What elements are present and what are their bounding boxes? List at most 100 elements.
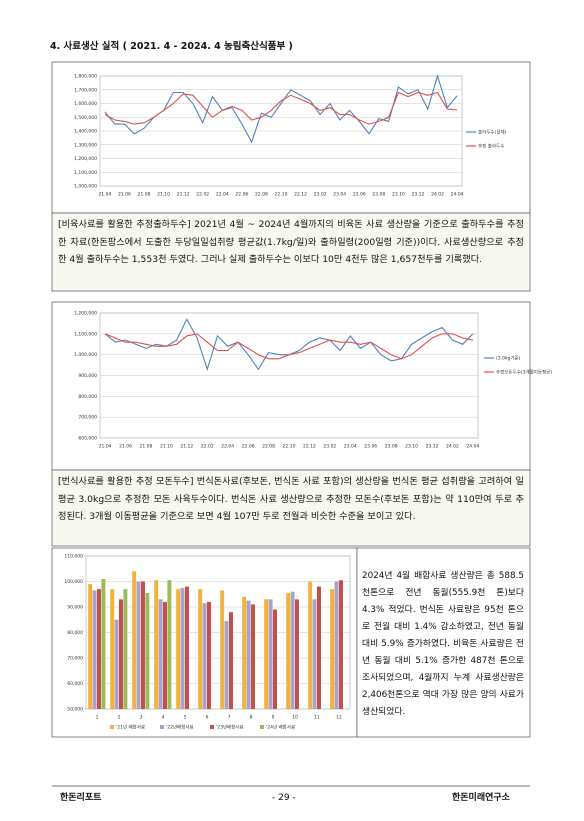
x-tick-label: 22.10 bbox=[283, 444, 296, 450]
y-tick-label: 700,000 bbox=[78, 415, 97, 421]
x-tick-label: 22.02 bbox=[196, 192, 209, 198]
legend-label: '22년배합사료 bbox=[166, 724, 194, 731]
y-tick-label: 50,000 bbox=[67, 707, 83, 713]
bar bbox=[167, 580, 172, 709]
bar bbox=[123, 589, 128, 709]
x-tick-label: 22.04 bbox=[221, 444, 234, 450]
bar bbox=[154, 580, 159, 709]
x-tick-label: 21.04 bbox=[99, 444, 112, 450]
legend-swatch bbox=[260, 725, 264, 729]
bar bbox=[110, 589, 115, 709]
bar bbox=[229, 612, 233, 709]
y-tick-label: 70,000 bbox=[67, 656, 83, 662]
x-tick-label: 23.06 bbox=[353, 192, 366, 198]
y-tick-label: 80,000 bbox=[67, 630, 83, 636]
x-tick-label: 23.06 bbox=[364, 444, 377, 450]
y-tick-label: 800,000 bbox=[78, 394, 97, 400]
x-tick-label: 22.06 bbox=[242, 444, 255, 450]
y-tick-label: 1,000,000 bbox=[74, 184, 97, 190]
legend-swatch bbox=[110, 725, 114, 729]
y-tick-label: 900,000 bbox=[78, 373, 97, 379]
legend-label: (3.0kg기준) bbox=[496, 355, 521, 362]
x-tick-label: 21.08 bbox=[138, 192, 151, 198]
bar bbox=[246, 600, 251, 709]
x-tick-label: 24.04 bbox=[466, 444, 479, 450]
x-tick-label: 2 bbox=[118, 715, 121, 721]
section-title: 4. 사료생산 실적 ( 2021. 4 - 2024. 4 농림축산식품부 ) bbox=[50, 41, 293, 52]
x-tick-label: 8 bbox=[250, 715, 253, 721]
bar bbox=[207, 601, 211, 709]
x-tick-label: 21.10 bbox=[157, 192, 170, 198]
bar bbox=[97, 589, 101, 709]
page-number: - 29 - bbox=[272, 793, 296, 803]
y-tick-label: 1,600,000 bbox=[74, 101, 97, 107]
x-tick-label: 22.12 bbox=[303, 444, 316, 450]
text-box bbox=[51, 212, 531, 292]
bar bbox=[176, 589, 181, 709]
bar bbox=[290, 591, 295, 709]
bar bbox=[114, 619, 119, 709]
x-tick-label: 22.10 bbox=[275, 192, 288, 198]
bar bbox=[330, 589, 335, 709]
y-tick-label: 1,200,000 bbox=[74, 311, 97, 317]
bar bbox=[264, 599, 269, 709]
x-tick-label: 9 bbox=[272, 715, 275, 721]
x-tick-label: 10 bbox=[292, 715, 298, 721]
chart-box bbox=[51, 301, 531, 471]
y-tick-label: 600,000 bbox=[78, 436, 97, 442]
x-tick-label: 24.02 bbox=[431, 192, 444, 198]
legend-label: '23년배합사료 bbox=[216, 724, 244, 731]
x-tick-label: 21.08 bbox=[140, 444, 153, 450]
legend-label: '24년 배합사료 bbox=[266, 724, 295, 731]
bar bbox=[132, 571, 137, 709]
bar bbox=[88, 584, 93, 709]
legend-label: 추정 출하두수 bbox=[478, 143, 504, 150]
bar bbox=[180, 587, 185, 709]
x-tick-label: 23.02 bbox=[323, 444, 336, 450]
x-tick-label: 23.12 bbox=[412, 192, 425, 198]
x-tick-label: 5 bbox=[184, 715, 187, 721]
x-tick-label: 21.06 bbox=[118, 192, 131, 198]
x-tick-label: 21.04 bbox=[98, 192, 111, 198]
x-tick-label: 23.04 bbox=[344, 444, 357, 450]
x-tick-label: 6 bbox=[206, 715, 209, 721]
x-tick-label: 1 bbox=[96, 715, 99, 721]
x-tick-label: 7 bbox=[228, 715, 231, 721]
x-tick-label: 23.04 bbox=[333, 192, 346, 198]
bar bbox=[317, 586, 321, 709]
bar bbox=[295, 599, 299, 709]
y-tick-label: 1,500,000 bbox=[74, 115, 97, 121]
x-tick-label: 22.06 bbox=[235, 192, 248, 198]
bar bbox=[251, 604, 255, 709]
bar bbox=[202, 603, 207, 709]
x-tick-label: 22.12 bbox=[294, 192, 307, 198]
x-tick-label: 23.10 bbox=[405, 444, 418, 450]
x-tick-label: 22.02 bbox=[201, 444, 214, 450]
legend-swatch bbox=[210, 725, 214, 729]
legend-label: 출하두수(실제) bbox=[478, 129, 507, 136]
y-tick-label: 1,400,000 bbox=[74, 129, 97, 135]
bar bbox=[286, 592, 291, 709]
y-tick-label: 1,300,000 bbox=[74, 142, 97, 148]
legend-swatch bbox=[160, 725, 164, 729]
text-box bbox=[51, 469, 531, 547]
x-tick-label: 22.08 bbox=[255, 192, 268, 198]
y-tick-label: 90,000 bbox=[67, 605, 83, 611]
bar bbox=[339, 580, 343, 709]
bar bbox=[312, 599, 317, 709]
y-tick-label: 110,000 bbox=[64, 554, 83, 560]
bar bbox=[242, 596, 247, 709]
bar bbox=[119, 599, 123, 709]
x-tick-label: 21.10 bbox=[160, 444, 173, 450]
bar bbox=[198, 589, 203, 709]
y-tick-label: 1,100,000 bbox=[74, 331, 97, 337]
x-tick-label: 23.10 bbox=[392, 192, 405, 198]
legend-label: '21년 배합사료 bbox=[116, 724, 145, 731]
x-tick-label: 21.06 bbox=[119, 444, 132, 450]
y-tick-label: 100,000 bbox=[64, 579, 83, 585]
x-tick-label: 23.08 bbox=[372, 192, 385, 198]
bar bbox=[158, 599, 163, 709]
text-box bbox=[356, 547, 531, 738]
